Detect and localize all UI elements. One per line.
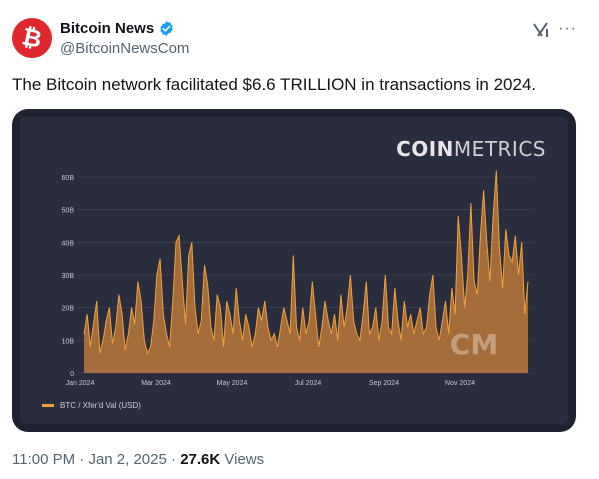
series-line [83,170,529,355]
brand-logo: COINMETRICS [396,137,546,161]
y-tick-label: 20B [62,306,75,313]
avatar[interactable]: ₿ [12,18,52,58]
chart-panel: COINMETRICS 0 10B 20B 30B 40B 50B 60B Jan 2024 M… [20,117,568,424]
x-tick-label: Sep 2024 [369,380,399,387]
x-tick-label: May 2024 [217,380,248,387]
more-icon[interactable]: ··· [558,20,577,37]
tweet-text: The Bitcoin network facilitated $6.6 TRI… [12,75,537,94]
y-tick-label: 10B [62,338,75,345]
meta-separator: · [79,451,85,468]
author-name-text: Bitcoin News [60,20,155,37]
watermark: CM [450,328,498,361]
bitcoin-logo-icon: ₿ [19,21,45,54]
y-tick-label: 30B [62,273,75,280]
y-tick-label: 50B [62,208,75,215]
legend-label: BTC / Xfer'd Val (USD) [60,401,141,410]
x-tick-label: Jan 2024 [66,380,95,387]
chart-legend: BTC / Xfer'd Val (USD) [42,401,141,410]
post-date[interactable]: Jan 2, 2025 [88,451,167,468]
view-count: 27.6K [180,451,221,468]
legend-swatch [42,404,54,407]
x-tick-label: Nov 2024 [445,380,475,387]
brand-bold: COIN [396,137,454,161]
views-label: Views [224,451,265,468]
author-handle[interactable]: @BitcoinNewsCom [60,40,190,57]
brand-rest: METRICS [453,137,546,161]
grok-icon[interactable] [531,20,551,40]
verified-badge-icon [160,21,173,36]
x-tick-label: Jul 2024 [295,380,322,387]
media-image[interactable]: COINMETRICS 0 10B 20B 30B 40B 50B 60B Jan 2024 M… [12,109,576,432]
y-tick-label: 40B [62,240,75,247]
x-tick-label: Mar 2024 [141,380,171,387]
post-meta: 11:00 PM · Jan 2, 2025 · 27.6K Views [12,451,264,468]
author-name[interactable]: Bitcoin News [60,20,175,37]
meta-separator: · [171,451,177,468]
y-tick-label: 0 [70,371,74,378]
chart: 0 10B 20B 30B 40B 50B 60B Jan 2024 Mar 2024 May 2… [62,170,534,387]
post-time[interactable]: 11:00 PM [12,451,76,468]
y-tick-label: 60B [62,175,75,182]
